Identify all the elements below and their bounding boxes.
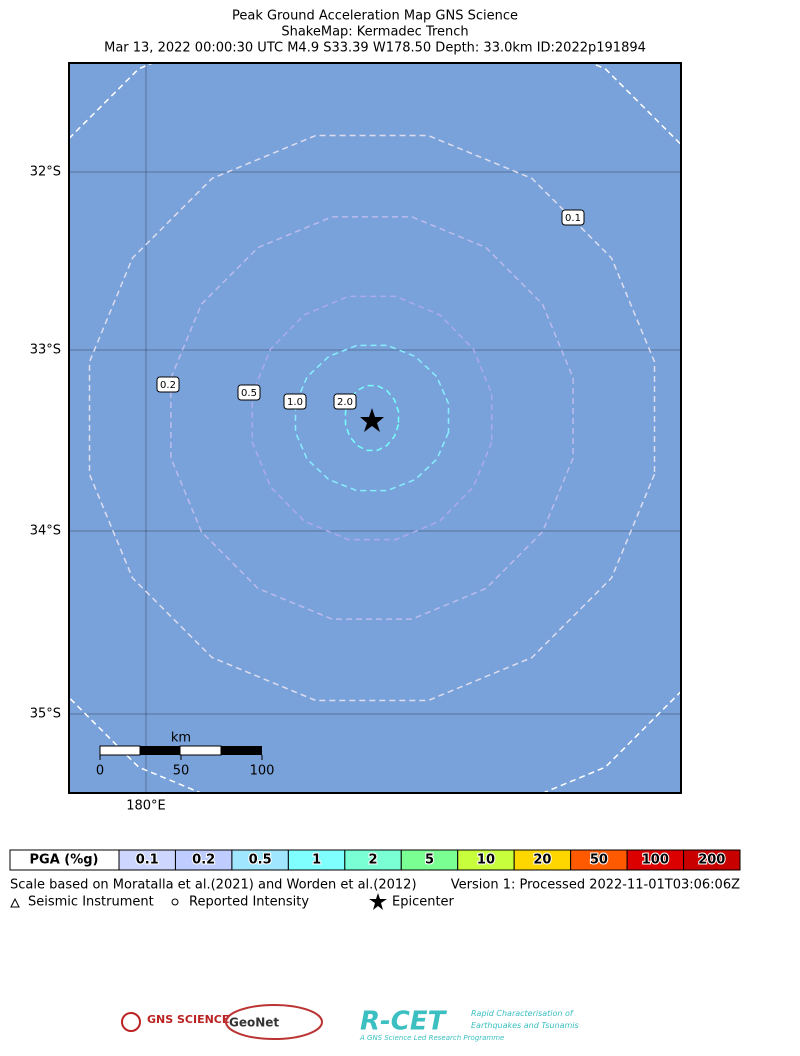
logo-rcet: R-CET <box>360 1007 448 1037</box>
legend-label: 20 <box>533 853 551 868</box>
contour-label-box <box>156 376 180 393</box>
contour-labels: 0.1 0.2 0.5 1.0 2.0 <box>156 209 585 410</box>
legend-label: 1 <box>312 853 321 868</box>
lon-label: 180°E <box>126 799 166 814</box>
logos: GNS SCIENCE GeoNet R-CET Rapid Character… <box>121 1004 579 1042</box>
scale-unit: km <box>171 731 191 746</box>
symbol-label: Epicenter <box>392 895 455 910</box>
lat-label: 32°S <box>30 165 61 180</box>
contour-label-box <box>561 209 585 226</box>
scale-tick: 100 <box>250 764 275 779</box>
contour-line <box>69 63 681 793</box>
lat-label: 33°S <box>30 343 61 358</box>
lat-label: 34°S <box>30 524 61 539</box>
symbol-label: Seismic Instrument <box>28 895 154 910</box>
legend-label: 200 <box>698 853 725 868</box>
contour-label-box <box>283 393 307 410</box>
lat-label: 35°S <box>30 707 61 722</box>
legend-label: 5 <box>425 853 434 868</box>
contour-label: 0.2 <box>160 380 176 391</box>
legend-label: 0.5 <box>249 853 272 868</box>
legend-label: 100 <box>642 853 669 868</box>
logo-rcet-text: Earthquakes and Tsunamis <box>471 1021 579 1030</box>
epicenter-symbol <box>369 893 387 910</box>
legend-header: PGA (%g) <box>30 853 99 868</box>
scale-tick: 0 <box>96 764 104 779</box>
graticule <box>69 63 681 793</box>
logo-rcet-text: Rapid Characterisation of <box>471 1009 574 1018</box>
logo-geonet: GeoNet <box>229 1016 279 1030</box>
contour-label: 2.0 <box>337 397 353 408</box>
symbol-label: Reported Intensity <box>189 895 309 910</box>
legend-label: 0.2 <box>192 853 215 868</box>
title: Peak Ground Acceleration Map GNS Science <box>232 9 518 24</box>
contour-label: 0.5 <box>241 388 257 399</box>
legend-label: 2 <box>369 853 378 868</box>
legend-label: 50 <box>590 853 608 868</box>
contour-label: 0.1 <box>565 213 581 224</box>
instrument-symbol <box>10 897 20 908</box>
contour-line <box>344 384 400 452</box>
intensity-symbol <box>171 898 179 906</box>
scale-tick: 50 <box>173 764 190 779</box>
scale-bar: km 0 50 100 <box>96 731 275 779</box>
logo-gns: GNS SCIENCE <box>147 1013 229 1026</box>
logo-rcet-tag: A GNS Science Led Research Programme <box>359 1034 504 1042</box>
epicenter <box>360 408 384 432</box>
contour-label-box <box>333 393 357 410</box>
legend-label: 0.1 <box>136 853 159 868</box>
legend-label: 10 <box>477 853 495 868</box>
event-info: Mar 13, 2022 00:00:30 UTC M4.9 S33.39 W1… <box>104 41 646 56</box>
credit: Scale based on Moratalla et al.(2021) an… <box>10 878 417 893</box>
pga-legend: PGA (%g) 0.1 0.2 0.5 1 2 5 10 20 50 100 200 <box>9 849 741 871</box>
map-frame <box>68 62 682 794</box>
contour-label-box <box>237 384 261 401</box>
legend-cell <box>683 849 741 871</box>
version: Version 1: Processed 2022-11-01T03:06:06… <box>451 878 740 893</box>
subtitle: ShakeMap: Kermadec Trench <box>281 25 468 40</box>
contour-label: 1.0 <box>287 397 303 408</box>
